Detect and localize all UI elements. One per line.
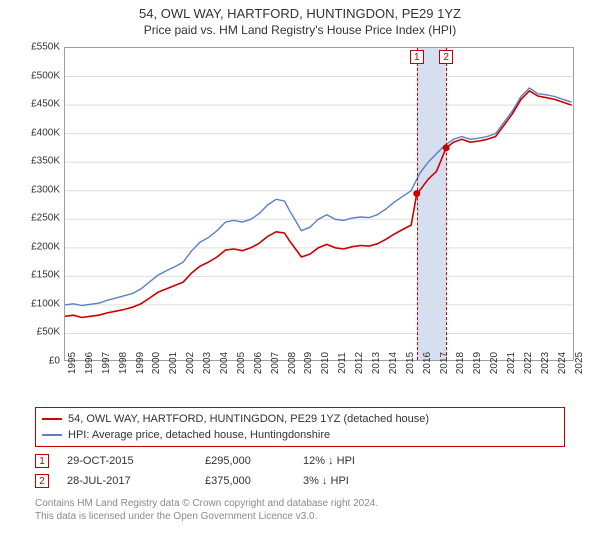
- sale-marker-icon: 1: [410, 50, 424, 64]
- x-tick-label: 2008: [287, 352, 298, 374]
- sale-badge-icon: 1: [35, 454, 49, 468]
- x-tick-label: 2009: [303, 352, 314, 374]
- legend-item: HPI: Average price, detached house, Hunt…: [42, 427, 558, 443]
- x-tick-label: 2013: [371, 352, 382, 374]
- legend-label: HPI: Average price, detached house, Hunt…: [68, 429, 330, 441]
- x-tick-label: 2022: [523, 352, 534, 374]
- sale-date: 29-OCT-2015: [67, 455, 187, 467]
- y-tick-label: £500K: [20, 70, 60, 81]
- x-tick-label: 2012: [354, 352, 365, 374]
- x-tick-label: 2019: [472, 352, 483, 374]
- sale-vline: [417, 48, 418, 360]
- y-tick-label: £150K: [20, 270, 60, 281]
- x-tick-label: 2010: [320, 352, 331, 374]
- y-tick-label: £450K: [20, 99, 60, 110]
- x-tick-label: 1998: [118, 352, 129, 374]
- sale-row: 2 28-JUL-2017 £375,000 3% ↓ HPI: [35, 471, 565, 491]
- legend-swatch-property: [42, 418, 62, 420]
- x-tick-label: 2011: [337, 352, 348, 374]
- x-tick-label: 2023: [540, 352, 551, 374]
- x-tick-label: 2006: [253, 352, 264, 374]
- x-tick-label: 1999: [135, 352, 146, 374]
- x-tick-label: 2005: [236, 352, 247, 374]
- sale-row: 1 29-OCT-2015 £295,000 12% ↓ HPI: [35, 451, 565, 471]
- y-tick-label: £0: [20, 356, 60, 367]
- x-tick-label: 2015: [405, 352, 416, 374]
- y-tick-label: £50K: [20, 327, 60, 338]
- y-tick-label: £550K: [20, 42, 60, 53]
- x-tick-label: 1996: [84, 352, 95, 374]
- x-tick-label: 2024: [557, 352, 568, 374]
- x-tick-label: 2001: [168, 352, 179, 374]
- x-tick-label: 2014: [388, 352, 399, 374]
- series-hpi: [65, 88, 572, 306]
- series-property: [65, 91, 572, 318]
- page-title: 54, OWL WAY, HARTFORD, HUNTINGDON, PE29 …: [8, 6, 592, 21]
- credits: Contains HM Land Registry data © Crown c…: [35, 497, 565, 523]
- sale-badge-icon: 2: [35, 474, 49, 488]
- x-tick-label: 2003: [202, 352, 213, 374]
- credits-line: Contains HM Land Registry data © Crown c…: [35, 497, 565, 510]
- sales-table: 1 29-OCT-2015 £295,000 12% ↓ HPI 2 28-JU…: [35, 451, 565, 491]
- legend-swatch-hpi: [42, 434, 62, 436]
- page: 54, OWL WAY, HARTFORD, HUNTINGDON, PE29 …: [0, 0, 600, 560]
- x-tick-label: 2025: [574, 352, 585, 374]
- x-tick-label: 2004: [219, 352, 230, 374]
- x-tick-label: 1995: [67, 352, 78, 374]
- x-tick-label: 2000: [151, 352, 162, 374]
- sale-price: £375,000: [205, 475, 285, 487]
- y-tick-label: £400K: [20, 127, 60, 138]
- sale-diff: 12% ↓ HPI: [303, 455, 403, 467]
- chart: 12 £0£50K£100K£150K£200K£250K£300K£350K£…: [20, 41, 580, 401]
- x-tick-label: 2007: [270, 352, 281, 374]
- page-subtitle: Price paid vs. HM Land Registry's House …: [8, 23, 592, 37]
- credits-line: This data is licensed under the Open Gov…: [35, 510, 565, 523]
- sale-marker-icon: 2: [439, 50, 453, 64]
- x-tick-label: 2020: [489, 352, 500, 374]
- y-tick-label: £200K: [20, 241, 60, 252]
- x-tick-label: 1997: [101, 352, 112, 374]
- legend-item: 54, OWL WAY, HARTFORD, HUNTINGDON, PE29 …: [42, 411, 558, 427]
- sale-diff: 3% ↓ HPI: [303, 475, 403, 487]
- x-tick-label: 2018: [455, 352, 466, 374]
- sale-price: £295,000: [205, 455, 285, 467]
- legend-label: 54, OWL WAY, HARTFORD, HUNTINGDON, PE29 …: [68, 413, 429, 425]
- sale-vline: [446, 48, 447, 360]
- plot-area: 12: [64, 47, 574, 361]
- sale-date: 28-JUL-2017: [67, 475, 187, 487]
- y-tick-label: £250K: [20, 213, 60, 224]
- legend: 54, OWL WAY, HARTFORD, HUNTINGDON, PE29 …: [35, 407, 565, 447]
- x-tick-label: 2021: [506, 352, 517, 374]
- x-tick-label: 2016: [422, 352, 433, 374]
- y-tick-label: £100K: [20, 298, 60, 309]
- y-tick-label: £350K: [20, 156, 60, 167]
- y-tick-label: £300K: [20, 184, 60, 195]
- x-tick-label: 2002: [185, 352, 196, 374]
- x-tick-label: 2017: [439, 352, 450, 374]
